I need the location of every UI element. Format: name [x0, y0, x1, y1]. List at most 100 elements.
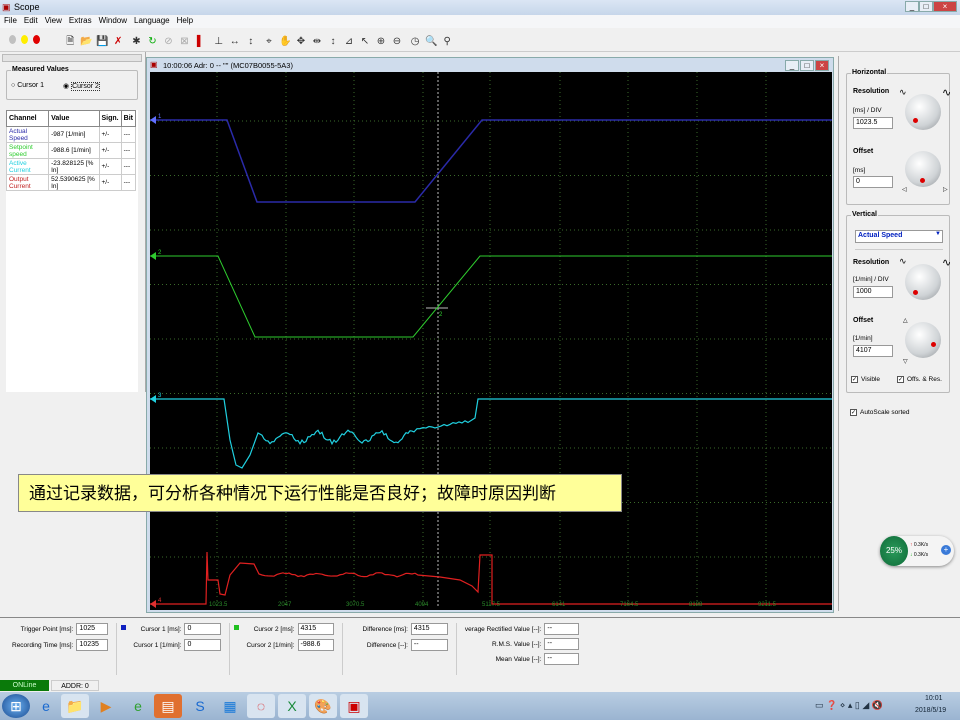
excel-icon[interactable]: X — [278, 694, 306, 718]
vstretch-icon[interactable]: ↕ — [245, 36, 257, 48]
table-row[interactable]: Active Current -23.828125 [% In] +/- --- — [7, 159, 136, 175]
media-player-icon[interactable]: ▶ — [92, 694, 120, 718]
ie-icon[interactable]: e — [32, 694, 60, 718]
channel-table-area: Channel Value Sign. Bit Actual Speed -987 [1… — [6, 110, 138, 392]
measure-icon[interactable]: ⊿ — [343, 36, 355, 48]
close-button[interactable]: × — [933, 1, 957, 12]
menu-window[interactable]: Window — [95, 15, 130, 25]
zoom-in-icon[interactable]: ⊕ — [375, 36, 387, 48]
difference-field[interactable]: -- — [411, 639, 448, 651]
open-icon[interactable]: 📂 — [80, 36, 92, 48]
plus-icon[interactable]: + — [941, 545, 951, 555]
horizontal-group: Horizontal Resolution ∿ ∿ [ms] / DIV 1023… — [846, 73, 950, 205]
h-off-unit: [ms] — [853, 167, 865, 174]
recording-time-field[interactable]: 10235 — [76, 639, 108, 651]
status-bar: ONLine ADDR: 0 — [0, 679, 960, 692]
window-title: Scope — [14, 2, 40, 12]
upload-speed: 0.3K/s — [914, 542, 928, 548]
sogou-icon[interactable]: S — [186, 694, 214, 718]
vertical-channel-select[interactable]: Actual Speed ▼ — [855, 230, 943, 243]
table-row[interactable]: Actual Speed -987 [1/min] +/- --- — [7, 127, 136, 143]
menu-help[interactable]: Help — [173, 15, 196, 25]
menu-file[interactable]: File — [0, 15, 20, 25]
arv-label: verage Rectified Value [--]: — [465, 626, 541, 633]
v-offset-knob[interactable] — [905, 322, 941, 358]
move-h-icon[interactable]: ⇹ — [311, 36, 323, 48]
scope-app-icon[interactable]: ▣ — [340, 694, 368, 718]
cursor2-ms-field[interactable]: 4315 — [298, 623, 334, 635]
menu-extras[interactable]: Extras — [65, 15, 95, 25]
scope-plot[interactable] — [150, 72, 832, 610]
trigger-icon[interactable]: ⊥ — [213, 36, 225, 48]
difference-ms-field[interactable]: 4315 — [411, 623, 448, 635]
cursor1-radio[interactable]: ○ Cursor 1 — [11, 82, 44, 89]
scope-close-button[interactable]: × — [815, 60, 829, 71]
channel-3-arrow-icon — [150, 395, 156, 403]
offs-res-checkbox[interactable]: ✓ Offs. & Res. — [897, 376, 942, 383]
tray-icons[interactable]: ▭ ❓ ⋄ ▴ ▯ ◢ 🔇 — [815, 700, 883, 711]
hand-icon[interactable]: ✋ — [279, 36, 291, 48]
mean-field[interactable]: -- — [544, 653, 579, 665]
scope-maximize-button[interactable]: □ — [800, 60, 814, 71]
menu-edit[interactable]: Edit — [20, 15, 41, 25]
scope-minimize-button[interactable]: _ — [785, 60, 799, 71]
arv-field[interactable]: -- — [544, 623, 579, 635]
table-row[interactable]: Output Current 52.5390625 [% In] +/- --- — [7, 175, 136, 191]
visible-checkbox[interactable]: ✓ Visible — [851, 376, 880, 383]
cursor2-rpm-field[interactable]: -988.6 — [298, 639, 334, 651]
marker-icon[interactable]: ▌ — [194, 36, 206, 48]
cancel-icon[interactable]: ⊠ — [178, 36, 190, 48]
paint-icon[interactable]: 🎨 — [309, 694, 337, 718]
col-channel: Channel — [7, 111, 49, 127]
app-grid-icon[interactable]: ▦ — [216, 694, 244, 718]
h-offset-knob[interactable] — [905, 151, 941, 187]
status-led-yellow-icon[interactable] — [21, 35, 28, 44]
zoom-out-icon[interactable]: ⊖ — [391, 36, 403, 48]
save-icon[interactable]: 💾 — [96, 36, 108, 48]
menu-language[interactable]: Language — [130, 15, 173, 25]
refresh-icon[interactable]: ↻ — [146, 36, 158, 48]
bug-icon[interactable]: ✱ — [130, 36, 142, 48]
v-resolution-knob[interactable] — [905, 264, 941, 300]
cursor2-radio[interactable]: ◉ Cursor 2 — [63, 82, 100, 90]
new-icon[interactable]: 🗎 — [64, 36, 76, 48]
move-icon[interactable]: ✥ — [295, 36, 307, 48]
h-resolution-input[interactable]: 1023.5 — [853, 117, 893, 129]
pdf-icon[interactable]: ▤ — [154, 694, 182, 718]
clock-date[interactable]: 2018/5/19 — [915, 707, 946, 714]
recorder-icon[interactable]: ◌ — [247, 694, 275, 718]
difference-label: Difference [--]: — [363, 642, 408, 649]
cursor1-ms-field[interactable]: 0 — [184, 623, 221, 635]
move-v-icon[interactable]: ↕ — [327, 36, 339, 48]
minimize-button[interactable]: _ — [905, 1, 919, 12]
crosshair-icon[interactable]: ⌖ — [263, 36, 275, 48]
menu-view[interactable]: View — [41, 15, 65, 25]
clock-time[interactable]: 10:01 — [925, 695, 943, 702]
h-offset-input[interactable]: 0 — [853, 176, 893, 188]
cursor1-color-icon — [121, 625, 126, 630]
delete-icon[interactable]: ✗ — [112, 36, 124, 48]
explorer-icon[interactable]: 📁 — [61, 694, 89, 718]
autoscale-checkbox[interactable]: ✓ AutoScale sorted — [850, 409, 910, 416]
v-resolution-input[interactable]: 1000 — [853, 286, 893, 298]
browser-icon[interactable]: e — [124, 694, 152, 718]
status-led-red-icon[interactable] — [33, 35, 40, 44]
rms-field[interactable]: -- — [544, 638, 579, 650]
person-icon[interactable]: ⚲ — [441, 36, 453, 48]
search-icon[interactable]: 🔍 — [425, 36, 437, 48]
start-button[interactable]: ⊞ — [2, 694, 30, 718]
measure2-icon[interactable]: ↖ — [359, 36, 371, 48]
scope-svg[interactable] — [150, 72, 832, 610]
clock-icon[interactable]: ◷ — [409, 36, 421, 48]
table-row[interactable]: Setpoint speed -988.6 [1/min] +/- --- — [7, 143, 136, 159]
network-monitor-widget[interactable]: 25% ↑ 0.3K/s ↓ 0.3K/s + — [880, 536, 954, 566]
maximize-button[interactable]: □ — [919, 1, 933, 12]
disconnect-icon[interactable]: ⊘ — [162, 36, 174, 48]
hstretch-icon[interactable]: ↔ — [229, 36, 241, 48]
channel-table: Channel Value Sign. Bit Actual Speed -987 [1… — [6, 110, 136, 191]
status-led-gray-icon[interactable] — [9, 35, 16, 44]
cursor1-rpm-field[interactable]: 0 — [184, 639, 221, 651]
h-resolution-knob[interactable] — [905, 94, 941, 130]
trigger-point-field[interactable]: 1025 — [76, 623, 108, 635]
v-offset-input[interactable]: 4107 — [853, 345, 893, 357]
